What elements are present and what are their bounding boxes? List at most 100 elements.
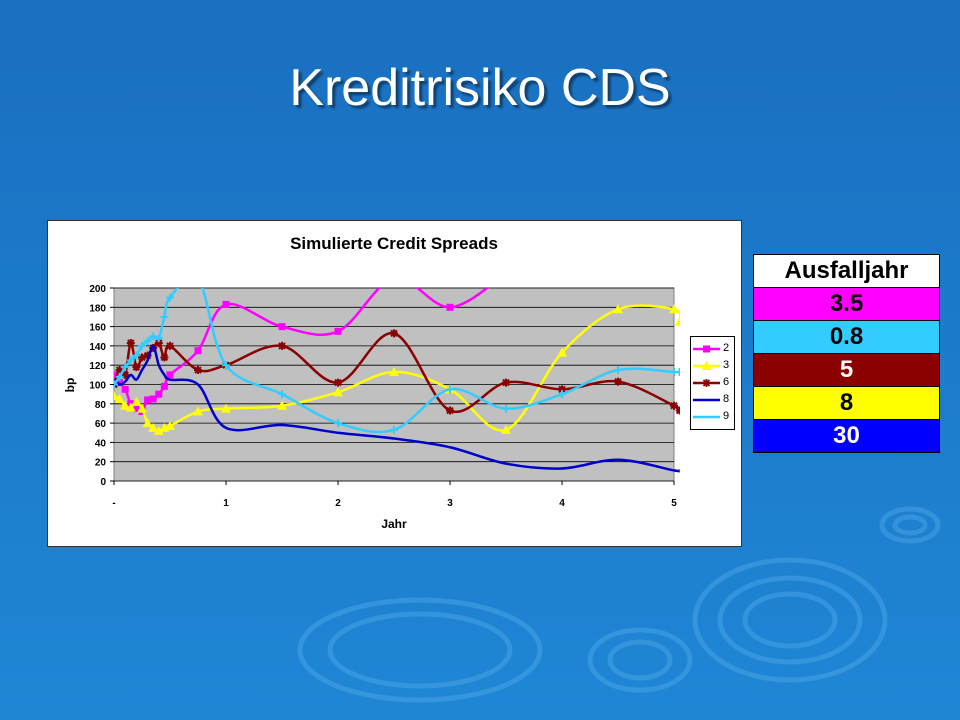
legend-item-9: 9 — [691, 409, 736, 425]
series-2-point — [278, 323, 286, 331]
ausfalljahr-table: Ausfalljahr 3.5 0.8 5 8 30 — [753, 254, 940, 453]
series-3-point — [613, 304, 623, 314]
legend-swatch — [693, 345, 720, 353]
series-9-point — [121, 363, 130, 372]
series-6-point — [126, 339, 135, 348]
series-9-point — [126, 356, 135, 365]
series-3-point — [131, 396, 142, 406]
y-tick-label: 200 — [89, 284, 106, 295]
series-3-point — [125, 402, 136, 412]
series-3-point — [389, 366, 399, 376]
series-3-point — [165, 420, 175, 430]
chart-container: Simulierte Credit Spreads 0 20 40 60 80 100 120… — [47, 220, 742, 547]
y-tick-label: 140 — [89, 342, 106, 353]
series-9-point — [154, 334, 163, 343]
series-9-point — [446, 385, 454, 394]
series-3-point — [148, 422, 159, 432]
ausfalljahr-row: 3.5 — [753, 287, 940, 321]
ausfalljahr-row: 8 — [753, 386, 940, 420]
x-tick-label: 1 — [223, 498, 229, 509]
legend-item-3: 3 — [691, 358, 736, 374]
series-3-point — [193, 406, 203, 416]
series-9-point — [558, 390, 566, 399]
series-3-point — [277, 400, 287, 410]
series-9-point — [149, 332, 158, 341]
legend-label: 6 — [723, 376, 730, 388]
y-tick-label: 160 — [89, 323, 106, 334]
x-tick-label: 4 — [559, 498, 565, 509]
series-3-point — [153, 425, 164, 435]
chart-legend: 2 3 6 8 9 — [690, 336, 735, 430]
series-2-point — [446, 303, 454, 311]
legend-item-8: 8 — [691, 392, 736, 408]
y-tick-label: 40 — [95, 438, 107, 449]
legend-label: 8 — [723, 393, 730, 405]
series-6-point — [278, 341, 286, 350]
series-6-point — [160, 353, 169, 362]
series-2-point — [160, 382, 168, 390]
legend-swatch — [693, 398, 720, 402]
series-3-point — [557, 347, 567, 357]
series-2-point — [166, 371, 174, 379]
series-3-point — [333, 387, 343, 397]
series-6-point — [502, 378, 510, 387]
series-3-point — [114, 393, 125, 403]
series-6-point — [446, 406, 454, 415]
x-tick-label: 3 — [447, 498, 453, 509]
series-9-point — [166, 293, 174, 302]
series-2-point — [132, 405, 140, 413]
series-6-point — [390, 329, 398, 338]
series-3-point — [669, 304, 679, 314]
y-tick-label: 180 — [89, 303, 106, 314]
ausfalljahr-row: 30 — [753, 419, 940, 453]
series-6-point — [143, 351, 152, 360]
series-2-point — [121, 385, 129, 393]
series-9-point — [222, 361, 230, 370]
series-6-point — [334, 378, 342, 387]
series-9-point — [390, 425, 398, 434]
chart-title: Simulierte Credit Spreads — [290, 234, 498, 253]
series-9-point — [160, 312, 169, 321]
series-9-point — [114, 380, 118, 389]
ausfalljahr-row: 5 — [753, 353, 940, 387]
series-6-point — [670, 401, 678, 410]
y-tick-label: 120 — [89, 361, 106, 372]
series-2-point — [334, 327, 342, 335]
y-tick-label: 80 — [95, 400, 107, 411]
series-9-line — [114, 288, 680, 434]
legend-label: 9 — [723, 410, 730, 422]
series-2-point — [114, 371, 118, 379]
series-6-point — [166, 341, 174, 350]
series-3-point — [142, 418, 153, 428]
series-9-point — [502, 404, 510, 413]
series-9-point — [138, 341, 146, 350]
series-6-point — [132, 363, 141, 372]
series-3-point — [674, 316, 680, 326]
series-3-point — [137, 403, 147, 413]
series-6-point — [115, 366, 124, 375]
x-tick-label: 5 — [671, 498, 677, 509]
y-axis-title: bp — [63, 378, 77, 393]
series-6-point — [614, 377, 622, 386]
series-9-point — [115, 372, 124, 381]
series-8-line — [114, 344, 680, 473]
slide-title: Kreditrisiko CDS — [289, 59, 671, 117]
series-6-point — [558, 385, 566, 394]
series-2-point — [155, 390, 163, 398]
legend-item-2: 2 — [691, 341, 736, 357]
series-3-point — [501, 424, 511, 434]
series-9-point — [143, 337, 152, 346]
y-tick-label: 0 — [100, 477, 106, 488]
series-3-point — [120, 400, 131, 410]
y-tick-label: 60 — [95, 419, 107, 430]
x-axis-title: Jahr — [381, 517, 407, 531]
y-tick-label: 100 — [89, 381, 106, 392]
series-2-point — [194, 347, 202, 355]
line-chart: Simulierte Credit Spreads020406080100120… — [63, 234, 680, 531]
legend-label: 2 — [723, 342, 730, 354]
series-9-point — [132, 351, 141, 360]
series-6-point — [194, 366, 202, 375]
series-6-point — [154, 339, 163, 348]
series-2-point — [149, 395, 157, 403]
series-2-point — [222, 300, 230, 308]
